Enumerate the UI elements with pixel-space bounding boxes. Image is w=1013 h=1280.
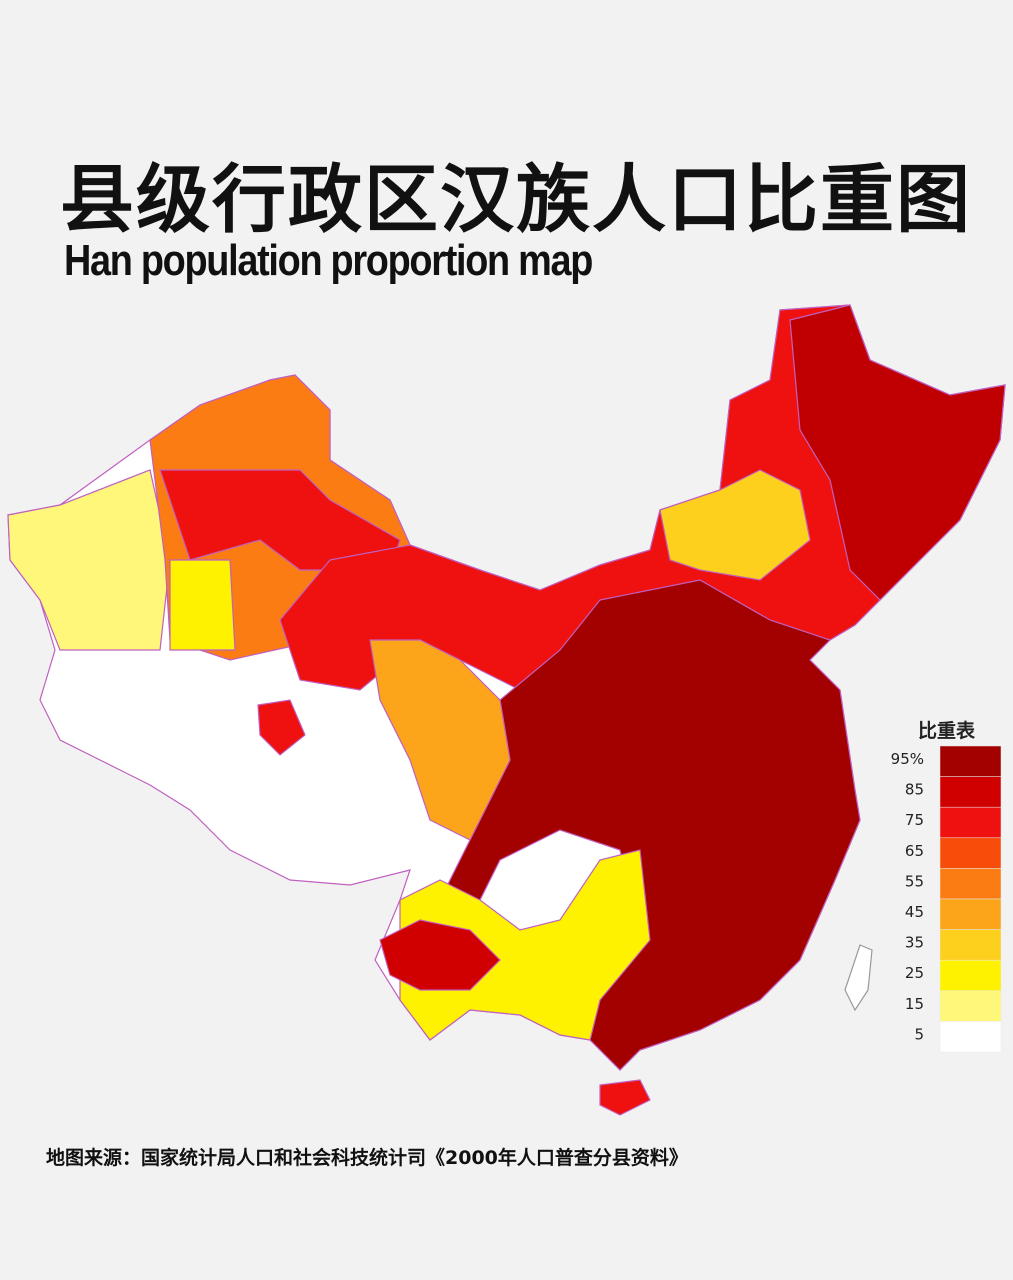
legend-label: 55: [905, 872, 924, 890]
region-northeast-dark: [789, 304, 1006, 601]
region-southwest-red: [379, 919, 501, 991]
legend-swatch: [939, 745, 1002, 777]
legend-swatch: [939, 929, 1002, 961]
legend-title: 比重表: [918, 720, 976, 742]
region-inner-mongolia: [659, 469, 811, 581]
map-regions: [7, 304, 1006, 1116]
legend-swatch: [939, 898, 1002, 930]
region-qinghai: [369, 639, 511, 841]
source-note: 地图来源：国家统计局人口和社会科技统计司《2000年人口普查分县资料》: [46, 1147, 688, 1169]
legend-label: 85: [905, 781, 924, 799]
region-han-core: [439, 579, 861, 1071]
region-southwest-yellow: [399, 849, 651, 1041]
region-tibet-red: [257, 699, 306, 756]
legend-swatch: [939, 990, 1002, 1022]
legend-label: 25: [905, 964, 924, 982]
legend-swatch: [939, 806, 1002, 839]
legend-label: 45: [905, 903, 924, 921]
legend-swatch: [939, 959, 1002, 992]
legend-swatch: [939, 837, 1002, 869]
legend-label: 5: [914, 1025, 924, 1043]
region-xinjiang-yellow: [169, 559, 236, 651]
taiwan: [844, 944, 873, 1012]
subtitle: Han population proportion map: [64, 236, 593, 285]
legend-label: 35: [905, 934, 924, 952]
region-yellow-west: [7, 469, 171, 651]
legend-swatch: [939, 868, 1002, 900]
legend-label: 65: [905, 842, 924, 860]
hainan: [599, 1079, 651, 1116]
title: 县级行政区汉族人口比重图: [60, 157, 972, 243]
legend-label: 95%: [891, 750, 924, 768]
legend-swatch: [939, 776, 1002, 808]
legend-label: 15: [905, 995, 924, 1013]
legend-swatch: [939, 1021, 1002, 1053]
legend-label: 75: [905, 811, 924, 829]
